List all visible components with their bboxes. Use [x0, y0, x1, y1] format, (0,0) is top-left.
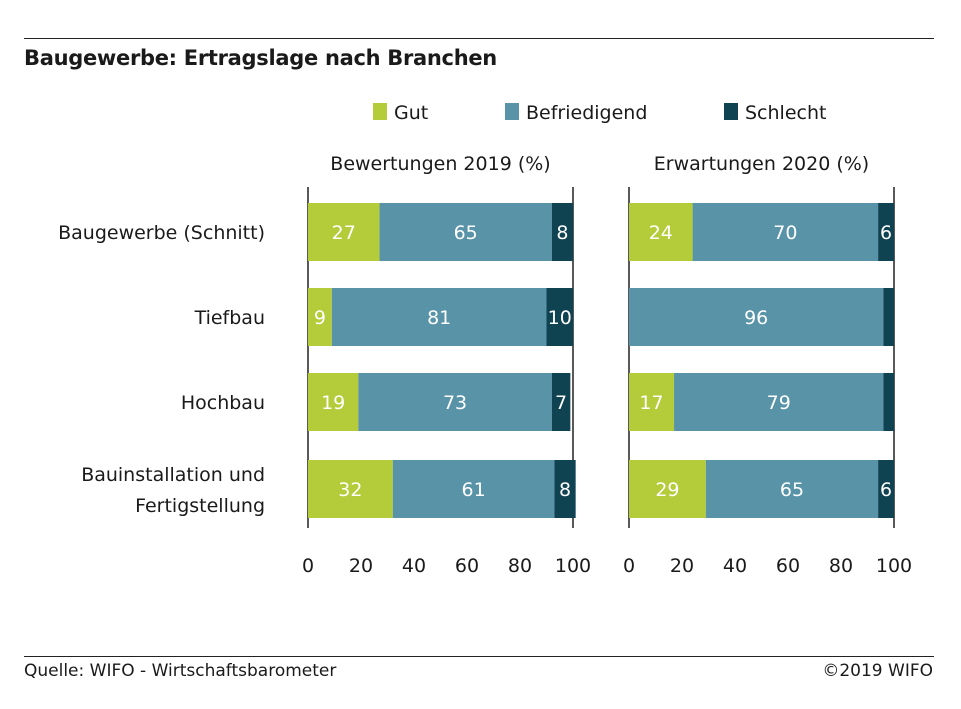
- data-label: 65: [780, 479, 804, 501]
- bar-schlecht: [883, 373, 894, 431]
- x-tick-label: 100: [555, 555, 591, 577]
- bar-schlecht: [878, 203, 894, 261]
- bar-befriedigend: [392, 460, 555, 518]
- chart-title: Baugewerbe: Ertragslage nach Branchen: [24, 46, 497, 70]
- x-tick-label: 60: [455, 555, 479, 577]
- x-tick-label: 40: [723, 555, 747, 577]
- data-label: 96: [744, 307, 768, 329]
- legend-label-gut: Gut: [394, 102, 428, 124]
- x-tick-label: 20: [349, 555, 373, 577]
- category-label: Baugewerbe (Schnitt): [58, 222, 265, 244]
- copyright-note: ©2019 WIFO: [822, 661, 933, 681]
- data-label: 8: [556, 222, 568, 244]
- bar-befriedigend: [692, 203, 879, 261]
- data-label: 6: [880, 222, 892, 244]
- bar-schlecht: [883, 288, 894, 346]
- data-label: 10: [548, 307, 572, 329]
- legend-swatch-gut: [373, 103, 387, 120]
- data-label: 7: [555, 392, 567, 414]
- data-label: 24: [649, 222, 673, 244]
- bar-schlecht: [551, 373, 571, 431]
- bar-gut: [308, 460, 393, 518]
- bar-schlecht: [546, 288, 573, 346]
- bar-gut: [308, 203, 380, 261]
- data-label: 32: [338, 479, 362, 501]
- data-label: 29: [655, 479, 679, 501]
- data-label: 73: [443, 392, 467, 414]
- data-label: 9: [314, 307, 326, 329]
- bar-gut: [308, 288, 332, 346]
- bar-befriedigend: [705, 460, 879, 518]
- x-tick-label: 20: [670, 555, 694, 577]
- panel-title: Erwartungen 2020 (%): [654, 153, 869, 175]
- data-label: 65: [454, 222, 478, 244]
- category-label: Fertigstellung: [135, 495, 265, 517]
- bar-gut: [629, 460, 706, 518]
- x-tick-label: 80: [829, 555, 853, 577]
- legend-swatch-schlecht: [724, 103, 738, 120]
- x-tick-label: 100: [876, 555, 912, 577]
- bar-schlecht: [551, 203, 573, 261]
- data-label: 81: [427, 307, 451, 329]
- data-label: 17: [639, 392, 663, 414]
- data-label: 61: [462, 479, 486, 501]
- category-label: Hochbau: [181, 392, 265, 414]
- category-label: Bauinstallation und: [81, 464, 265, 486]
- bar-gut: [308, 373, 359, 431]
- data-label: 6: [880, 479, 892, 501]
- x-tick-label: 0: [623, 555, 635, 577]
- data-label: 79: [767, 392, 791, 414]
- x-tick-label: 60: [776, 555, 800, 577]
- data-label: 8: [559, 479, 571, 501]
- legend-label-befriedigend: Befriedigend: [526, 102, 647, 124]
- bottom-rule: [24, 656, 934, 657]
- x-tick-label: 0: [302, 555, 314, 577]
- bar-befriedigend: [331, 288, 547, 346]
- bar-befriedigend: [358, 373, 552, 431]
- bar-befriedigend: [379, 203, 552, 261]
- bar-befriedigend: [629, 288, 884, 346]
- legend-swatch-befriedigend: [505, 103, 519, 120]
- bar-schlecht: [554, 460, 576, 518]
- x-tick-label: 80: [508, 555, 532, 577]
- source-note: Quelle: WIFO - Wirtschaftsbarometer: [24, 661, 337, 681]
- x-tick-label: 40: [402, 555, 426, 577]
- bar-gut: [629, 373, 675, 431]
- bar-befriedigend: [674, 373, 884, 431]
- data-label: 27: [332, 222, 356, 244]
- top-rule: [24, 38, 934, 39]
- bar-gut: [629, 203, 693, 261]
- data-label: 19: [321, 392, 345, 414]
- panel-title: Bewertungen 2019 (%): [330, 153, 550, 175]
- legend-label-schlecht: Schlecht: [745, 102, 826, 124]
- data-label: 70: [773, 222, 797, 244]
- bar-schlecht: [878, 460, 894, 518]
- category-label: Tiefbau: [194, 307, 265, 329]
